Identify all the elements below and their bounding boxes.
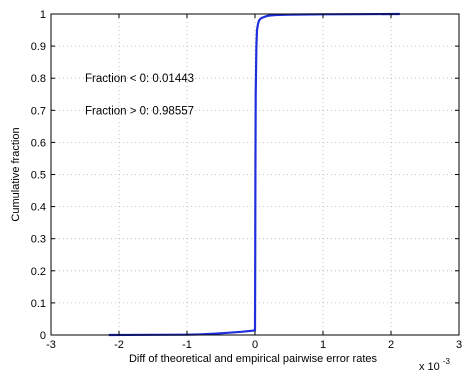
y-tick-label: 0.3 [31, 234, 46, 246]
y-tick-label: 0.9 [31, 41, 46, 53]
x-tick-label: 2 [388, 339, 394, 351]
y-tick-label: 0.4 [31, 202, 46, 214]
y-tick-label: 0 [40, 330, 46, 342]
y-tick-label: 0.1 [31, 298, 46, 310]
x-tick-label: -2 [114, 339, 124, 351]
x-tick-label: 0 [252, 339, 258, 351]
y-tick-label: 0.8 [31, 73, 46, 85]
y-axis-label: Cumulative fraction [10, 127, 22, 221]
x-tick-label: -3 [46, 339, 56, 351]
annotation-text: Fraction < 0: 0.01443 [85, 73, 194, 85]
y-tick-label: 0.7 [31, 105, 46, 117]
series-layer [108, 12, 400, 337]
y-tick-label: 0.6 [31, 137, 46, 149]
x-axis-label: Diff of theoretical and empirical pairwi… [129, 353, 378, 365]
x-tick-label: 3 [456, 339, 462, 351]
x-multiplier-label: x 10 -3 [419, 357, 451, 371]
y-tick-label: 0.2 [31, 266, 46, 278]
annotations: Fraction < 0: 0.01443 Fraction > 0: 0.985… [85, 73, 194, 117]
y-tick-label: 0.5 [31, 170, 46, 182]
x-tick-label: -1 [182, 339, 192, 351]
annotation-text: Fraction > 0: 0.98557 [85, 105, 194, 117]
x-multiplier-exponent: -3 [443, 357, 451, 366]
x-tick-label: 1 [320, 339, 326, 351]
ticks: -3 -2 -1 0 1 2 3 0 0.1 0.2 0.3 0.4 0.5 0.6 0.7 0.8 0.9 1 [31, 9, 462, 351]
y-tick-label: 1 [40, 9, 46, 21]
cdf-line [108, 12, 400, 337]
x-multiplier-base: x 10 [419, 361, 440, 371]
